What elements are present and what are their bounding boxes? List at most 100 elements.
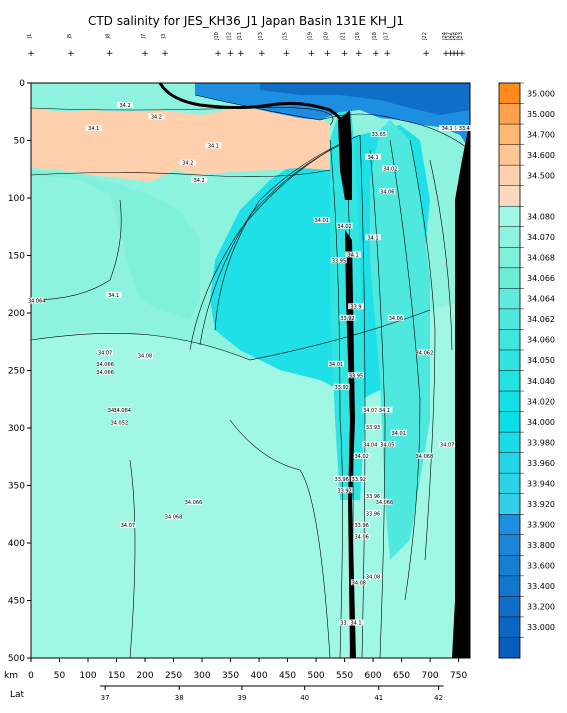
contour-label-bg-27 xyxy=(347,372,364,379)
y-tick-label-1: 50 xyxy=(14,137,26,147)
contour-label-56: 33.96 xyxy=(340,621,354,627)
colorbar-label-26: 33.000 xyxy=(527,623,555,632)
colorbar-label-13: 34.050 xyxy=(527,356,555,365)
contour-label-9: 34.066 xyxy=(96,362,114,368)
contour-label-bg-21 xyxy=(330,257,347,264)
lat-tick-label-4: 41 xyxy=(374,694,383,702)
x-tick-label-8: 400 xyxy=(250,671,267,681)
contour-label-bg-37 xyxy=(333,475,350,482)
station-label-21: J23 xyxy=(458,32,464,41)
colorbar-frame xyxy=(498,82,521,659)
contour-label-15: 34.066 xyxy=(185,500,203,506)
station-marker-15: + xyxy=(384,49,392,59)
contour-label-bg-25 xyxy=(328,360,345,367)
colorbar-swatch-20 xyxy=(499,493,520,515)
station-label-12: J21 xyxy=(341,32,347,41)
colorbar-label-3: 34.600 xyxy=(527,151,555,160)
contour-label-bg-18 xyxy=(313,217,330,223)
station-marker-16: + xyxy=(422,49,430,59)
colorbar-swatch-8 xyxy=(499,247,520,269)
station-marker-17: + xyxy=(442,49,450,59)
station-label-9: J15 xyxy=(282,32,288,41)
station-marker-9: + xyxy=(283,49,291,59)
station-label-2: J8 xyxy=(106,34,112,40)
lat-axis: 37 38 39 40 41 42 xyxy=(100,685,444,702)
contour-label-45: 34.06 xyxy=(380,189,394,195)
contour-label-17: 34.07 xyxy=(121,523,135,529)
station-marker-20: + xyxy=(454,49,462,59)
colorbar-label-9: 34.066 xyxy=(527,274,555,283)
contour-label-48: 34.1 xyxy=(368,155,379,161)
x-tick-label-6: 300 xyxy=(193,671,210,681)
y-tick-label-4: 200 xyxy=(8,309,25,319)
contour-label-bg-31 xyxy=(362,441,379,448)
colorbar-swatch-7 xyxy=(499,226,520,248)
y-tick-label-2: 100 xyxy=(8,194,25,204)
front-contour-vertical xyxy=(338,110,352,200)
lat-tick-label-3: 40 xyxy=(300,694,309,702)
y-tick-label-10: 500 xyxy=(8,654,25,664)
contour-label-bg-4 xyxy=(179,159,196,166)
contour-label-bg-29 xyxy=(376,406,393,413)
colorbar-label-2: 34.700 xyxy=(527,130,555,139)
contour-label-16: 34.068 xyxy=(165,515,183,521)
colorbar-swatch-9 xyxy=(499,267,520,289)
x-tick-label-9: 450 xyxy=(279,671,296,681)
contour-label-bg-32 xyxy=(353,452,370,459)
contour-label-34: 34.05 xyxy=(380,442,394,448)
lat-tick-label-0: 37 xyxy=(101,694,110,702)
contour-label-bg-36 xyxy=(439,441,456,448)
colorbar-label-15: 34.020 xyxy=(527,397,555,406)
contour-label-38: 33.92 xyxy=(337,488,351,494)
colorbar-swatch-2 xyxy=(499,124,520,145)
y-tick-label-6: 300 xyxy=(8,424,25,434)
station-marker-2: + xyxy=(106,49,114,59)
colorbar-swatch-4 xyxy=(499,165,520,186)
station-label-17: J24 xyxy=(442,32,448,41)
y-tick-label-5: 250 xyxy=(8,367,25,377)
contour-label-bg-1 xyxy=(117,102,134,108)
colorbar-label-7: 34.070 xyxy=(527,233,555,242)
contour-label-39: 33.92 xyxy=(352,477,366,483)
x-tick-label-13: 650 xyxy=(393,671,410,681)
contour-label-bg-56 xyxy=(339,619,356,626)
contour-label-bg-45 xyxy=(379,188,396,195)
colorbar-label-16: 34.000 xyxy=(527,418,555,427)
contour-label-bg-5 xyxy=(191,176,208,183)
colorbar-swatch-3 xyxy=(499,144,520,166)
contour-label-bg-50 xyxy=(439,125,456,131)
contour-label-bg-47 xyxy=(370,130,387,137)
colorbar-swatch-22 xyxy=(499,534,520,556)
contour-label-55: 34.08 xyxy=(352,580,366,586)
contour-label-bg-10 xyxy=(137,352,154,359)
colorbar-swatch-23 xyxy=(499,555,520,577)
station-marker-3: + xyxy=(141,49,149,59)
colorbar-label-8: 34.068 xyxy=(527,254,555,263)
contour-label-11: 34.066 xyxy=(96,370,114,376)
colorbar-label-6: 34.080 xyxy=(527,212,555,221)
station-marker-18: + xyxy=(447,49,455,59)
y-axis: 0 50 100 150 200 250 300 350 400 450 500 xyxy=(8,79,31,664)
station-label-19: J25 xyxy=(450,32,456,41)
station-label-3: J7 xyxy=(141,34,147,40)
colorbar-swatch-26 xyxy=(499,616,520,638)
colorbar-swatch-11 xyxy=(499,308,520,330)
contour-label-23: 33.9 xyxy=(350,304,361,310)
station-label-14: J18 xyxy=(372,32,378,41)
y-tick-label-0: 0 xyxy=(19,79,25,89)
x-axis: 0 50 100 150 200 250 300 350 400 450 500 550 600 650 7… xyxy=(28,658,467,681)
salinity-field-left-band xyxy=(31,170,200,320)
y-tick-label-8: 400 xyxy=(8,539,25,549)
contour-label-0: 34.1 xyxy=(88,126,99,132)
contour-label-bg-14 xyxy=(111,419,128,426)
front-contour-deep xyxy=(345,230,356,658)
colorbar-swatch-1 xyxy=(499,103,520,125)
x-tick-label-14: 700 xyxy=(421,671,438,681)
x-tick-label-7: 350 xyxy=(222,671,239,681)
colorbar-label-1: 35.000 xyxy=(527,110,555,119)
front-contour xyxy=(158,83,352,136)
contour-label-26: 33.92 xyxy=(335,385,349,391)
contour-label-bg-23 xyxy=(347,303,364,310)
station-label-8: J13 xyxy=(258,32,264,41)
contour-label-bg-48 xyxy=(365,153,382,160)
